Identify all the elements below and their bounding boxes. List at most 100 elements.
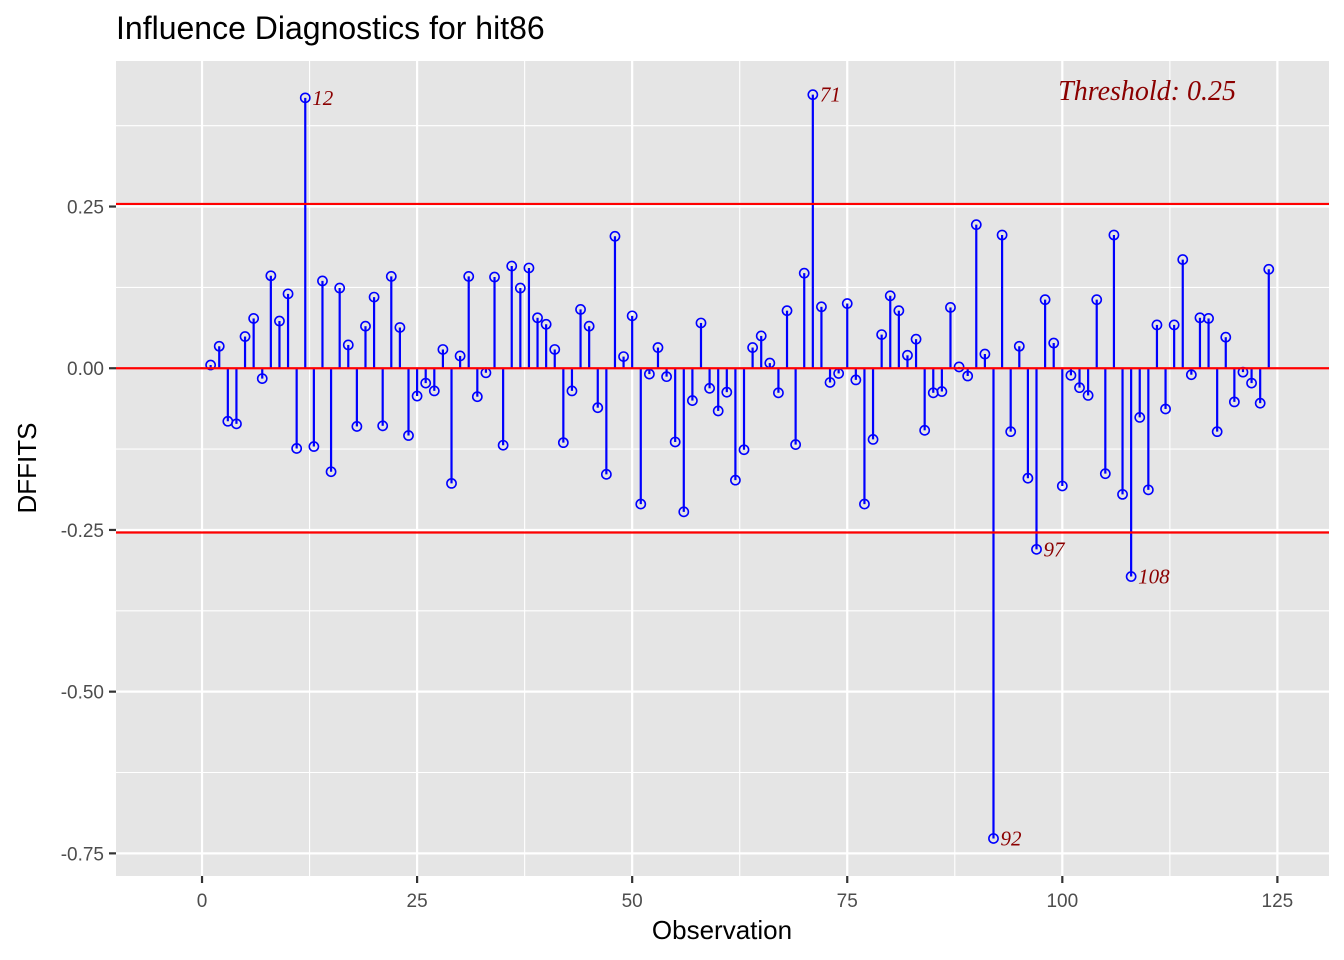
data-point (523, 262, 535, 274)
data-point (566, 385, 578, 397)
data-point (1160, 403, 1171, 415)
data-point (351, 421, 363, 432)
point-labels: 12 71 92 97 108 (312, 83, 1170, 851)
data-point (661, 371, 672, 383)
data-point (532, 312, 543, 324)
data-point (876, 329, 888, 341)
x-tick-label: 100 (1046, 891, 1078, 912)
data-point (686, 395, 698, 406)
data-point (1099, 468, 1111, 480)
data-point (773, 387, 784, 399)
data-point (841, 298, 853, 309)
y-axis: 0.25 0.00 -0.25 -0.50 -0.75 (61, 198, 116, 865)
data-point (626, 310, 638, 322)
point-label: 12 (312, 86, 334, 110)
stem-lines (209, 94, 1270, 839)
data-point (902, 349, 913, 361)
data-point (600, 468, 612, 480)
plot-panel (116, 61, 1329, 876)
data-point (1022, 472, 1034, 484)
data-point (282, 288, 294, 300)
x-tick-label: 75 (837, 891, 858, 912)
data-point (721, 386, 733, 398)
data-point (265, 270, 277, 282)
data-point (962, 370, 974, 382)
data-point (463, 270, 475, 282)
data-point (1117, 488, 1128, 500)
data-point (704, 382, 715, 394)
data-point (867, 433, 879, 445)
data-point (377, 420, 389, 432)
point-label: 108 (1138, 565, 1170, 589)
data-point (816, 301, 827, 313)
data-point (609, 230, 621, 242)
data-point (970, 219, 982, 231)
data-point (738, 444, 750, 456)
data-point (884, 290, 896, 302)
data-point (1254, 397, 1266, 409)
point-label: 92 (1000, 826, 1022, 850)
data-point (747, 342, 759, 353)
data-point (394, 322, 406, 333)
y-tick-label: -0.50 (61, 683, 104, 704)
data-point (635, 498, 647, 510)
chart-title: Influence Diagnostics for hit86 (116, 10, 545, 46)
data-point (299, 92, 311, 104)
data-point (755, 330, 767, 342)
data-point (643, 368, 655, 380)
data-point (1263, 263, 1275, 275)
data-point (1039, 294, 1051, 306)
data-point (781, 305, 793, 317)
data-point (910, 333, 922, 345)
threshold-annotation: Threshold: 0.25 (1058, 76, 1236, 107)
threshold-lines (116, 202, 1329, 534)
data-point (308, 441, 320, 452)
data-point (730, 474, 741, 486)
data-point (557, 437, 569, 449)
data-point (1074, 382, 1085, 394)
data-points (205, 89, 1275, 844)
data-point (1125, 571, 1137, 582)
data-point (540, 318, 552, 330)
data-point (205, 359, 217, 371)
minor-gridlines (116, 61, 1329, 876)
x-axis: 0 25 50 75 100 125 (197, 876, 1293, 912)
data-point (437, 344, 449, 355)
data-point (1177, 254, 1189, 265)
data-point (953, 361, 965, 373)
x-tick-label: 125 (1262, 891, 1294, 912)
data-point (850, 374, 862, 386)
data-point (798, 267, 810, 279)
x-tick-label: 25 (407, 891, 428, 912)
data-point (1246, 377, 1257, 389)
data-point (592, 402, 604, 414)
data-point (945, 302, 956, 313)
data-point (1108, 229, 1120, 241)
data-point (1211, 426, 1223, 438)
data-point (334, 282, 346, 294)
data-point (1013, 340, 1025, 352)
data-point (919, 424, 931, 436)
data-point (1048, 337, 1060, 349)
data-point (274, 315, 285, 327)
data-point (618, 351, 629, 362)
data-point (1142, 484, 1154, 496)
data-point (1031, 543, 1042, 555)
point-label: 71 (820, 83, 841, 107)
data-point (506, 260, 518, 272)
data-point (1185, 369, 1197, 381)
data-point (549, 344, 561, 355)
data-point (824, 377, 836, 388)
data-point (360, 320, 371, 332)
x-tick-label: 50 (622, 891, 643, 912)
data-point (583, 320, 595, 332)
data-point (996, 229, 1008, 241)
data-point (471, 391, 483, 403)
data-point (368, 291, 380, 303)
data-point (428, 385, 440, 397)
data-point (514, 282, 526, 294)
data-point (893, 305, 905, 317)
data-point (575, 303, 586, 315)
data-point (342, 339, 354, 351)
